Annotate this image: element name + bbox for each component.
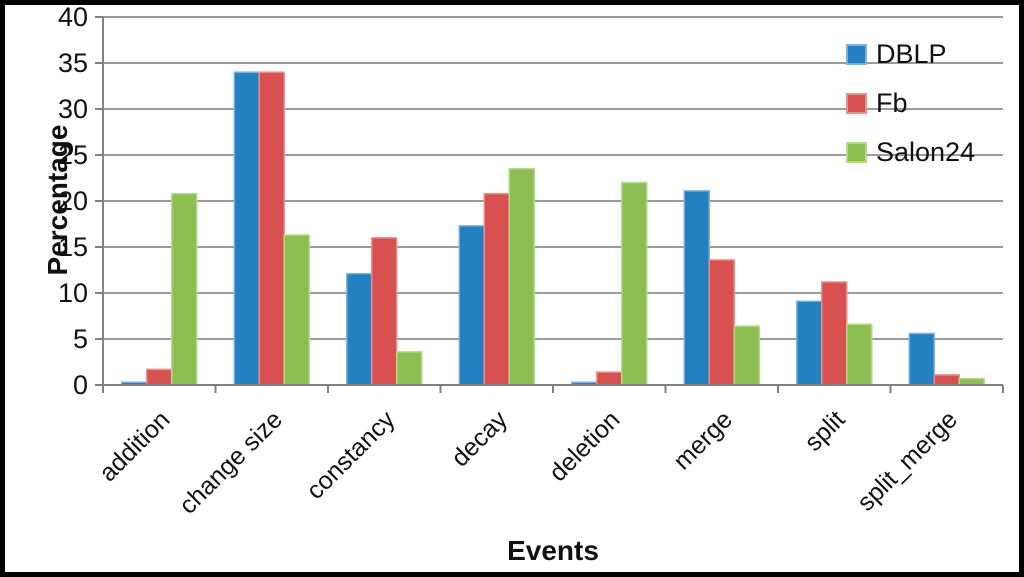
legend-label: Fb — [876, 88, 908, 118]
bar-Salon24-decay — [508, 168, 535, 386]
x-category-label: decay — [446, 405, 513, 472]
y-tick-label: 0 — [73, 370, 88, 400]
legend-swatch-icon — [846, 141, 867, 163]
y-axis-title: Percentage — [42, 124, 73, 276]
y-tick-label: 35 — [58, 48, 88, 78]
bar-Fb-change-size — [258, 71, 285, 386]
y-tick-label: 10 — [58, 278, 88, 308]
bar-Fb-split — [821, 281, 848, 386]
bar-Fb-deletion — [596, 371, 623, 386]
legend-swatch-icon — [846, 92, 867, 114]
legend-item-Salon24: Salon24 — [846, 138, 975, 166]
y-tick-label: 30 — [58, 94, 88, 124]
x-category-label: deletion — [544, 405, 626, 487]
bar-DBLP-merge — [683, 190, 710, 386]
bar-Salon24-merge — [733, 325, 760, 386]
bar-Salon24-constancy — [396, 351, 423, 386]
y-tick-label: 5 — [73, 324, 88, 354]
legend-label: DBLP — [876, 39, 947, 69]
bar-DBLP-decay — [458, 225, 485, 386]
bar-DBLP-change-size — [233, 71, 260, 386]
x-category-label: split — [799, 405, 850, 456]
x-axis-title: Events — [507, 535, 599, 566]
bar-Salon24-addition — [171, 192, 198, 386]
bar-Fb-addition — [146, 368, 173, 386]
y-tick-label: 40 — [58, 2, 88, 32]
bar-Fb-constancy — [371, 237, 398, 386]
bar-Fb-split_merge — [933, 374, 960, 386]
legend-label: Salon24 — [876, 137, 976, 167]
bar-DBLP-split_merge — [908, 332, 935, 386]
legend-swatch-icon — [846, 43, 867, 65]
bar-Salon24-change-size — [283, 234, 310, 386]
bar-Salon24-split — [846, 323, 873, 386]
legend-item-Fb: Fb — [846, 89, 975, 117]
x-category-label: addition — [94, 405, 176, 487]
bar-DBLP-split — [796, 300, 823, 386]
bar-Fb-merge — [708, 259, 735, 386]
x-category-label: change size — [174, 405, 288, 519]
bar-Salon24-deletion — [621, 181, 648, 386]
legend: DBLP Fb Salon24 — [846, 40, 975, 187]
x-category-label: constancy — [301, 405, 401, 505]
x-category-label: merge — [668, 405, 738, 475]
bar-Fb-decay — [483, 192, 510, 386]
x-category-label: split_merge — [852, 405, 963, 516]
y-tick-label: 15 — [58, 232, 88, 262]
legend-item-DBLP: DBLP — [846, 40, 975, 68]
y-tick-label: 25 — [58, 140, 88, 170]
y-tick-label: 20 — [58, 186, 88, 216]
bar-DBLP-constancy — [346, 272, 373, 386]
